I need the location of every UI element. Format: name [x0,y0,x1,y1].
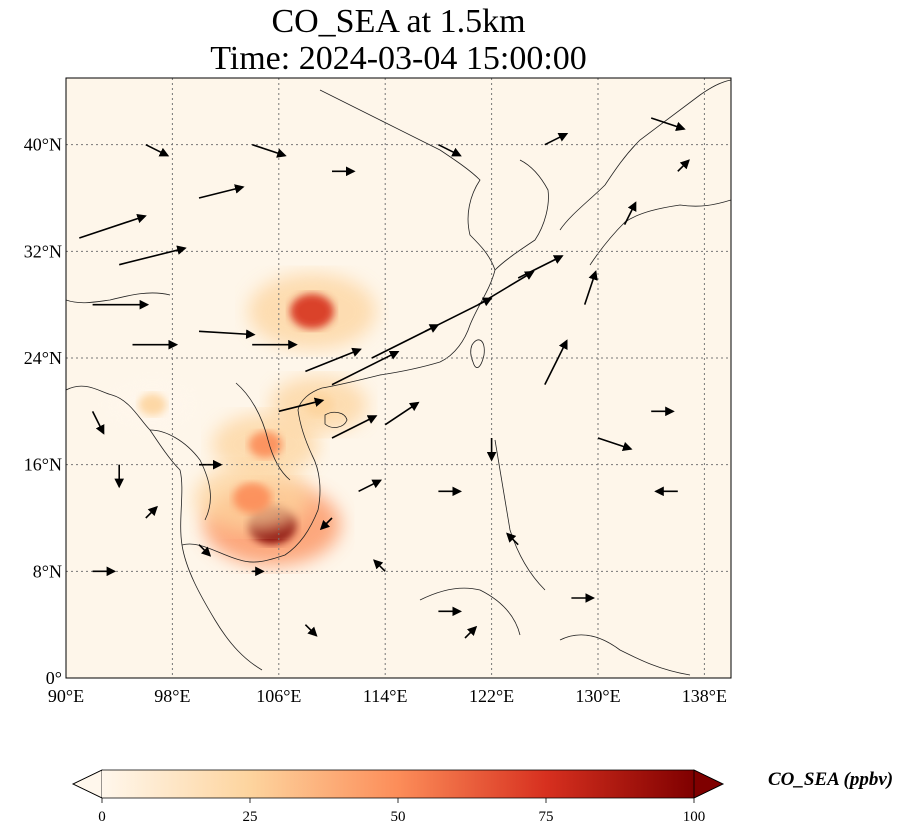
lat-tick-label: 8°N [33,561,62,581]
map-background [66,78,731,678]
wind-arrow [79,213,147,239]
wind-arrow [677,159,690,172]
wind-arrow [251,143,287,158]
wind-arrow [506,532,519,546]
wind-arrow [91,410,105,435]
lat-tick-label: 24°N [24,348,62,368]
co-concentration-field [104,273,377,566]
wind-arrow [623,201,637,226]
colorbar-tick-label: 25 [243,809,258,825]
axis-ticks: 90°E 98°E 106°E 114°E 122°E 130°E 138°E 0° 8°N 16… [24,135,727,706]
lon-tick-label: 114°E [363,686,408,706]
wind-arrow [597,437,633,452]
wind-arrow [464,625,478,639]
wind-arrow [373,559,386,572]
wind-arrow [304,624,318,637]
wind-arrow [198,184,245,199]
wind-arrow [517,255,564,279]
wind-arrow [477,270,535,306]
wind-arrow [119,245,187,266]
lat-tick-label: 0° [46,668,62,688]
co-hotspot [233,482,272,514]
wind-arrow [358,479,383,493]
lat-tick-label: 40°N [24,135,62,155]
wind-arrow [544,339,568,386]
co-hotspot [290,293,335,329]
lat-tick-label: 32°N [24,241,62,261]
lon-tick-label: 138°E [682,686,727,706]
wind-arrow [319,517,333,531]
wind-arrow [331,350,400,386]
lon-tick-label: 106°E [256,686,301,706]
colorbar-tick-label: 0 [98,809,106,825]
co-hotspot [138,393,167,416]
colorbar-tick-label: 50 [391,809,406,825]
wind-arrow [650,117,686,132]
co-hotspot [248,431,283,459]
colorbar-extend-low [72,769,103,799]
wind-arrow [384,401,420,426]
chart-title-line-1: CO_SEA at 1.5km [271,3,526,40]
colorbar-extend-high [693,769,724,799]
lon-tick-label: 122°E [469,686,514,706]
lon-tick-label: 130°E [575,686,620,706]
colorbar-tick-label: 100 [683,809,706,825]
wind-arrow [145,505,158,519]
coastlines [66,79,731,676]
chart-title-line-2: Time: 2024-03-04 15:00:00 [210,40,587,77]
lon-tick-label: 90°E [48,686,84,706]
lat-lon-gridlines [66,78,731,678]
colorbar-label: CO_SEA (ppbv) [768,769,894,790]
wind-arrow [198,544,212,557]
wind-arrow [331,415,378,439]
wind-arrow [198,329,256,339]
wind-arrow [544,132,569,146]
plot-frame [65,77,732,679]
wind-arrow [145,143,170,157]
wind-arrow [305,347,362,373]
wind-arrow [438,143,462,157]
lat-tick-label: 16°N [24,455,62,475]
colorbar-tick-label: 75 [539,809,554,825]
wind-arrow [278,397,325,413]
wind-arrow [583,270,598,305]
wind-vectors [79,117,690,639]
colorbar-gradient [102,770,694,798]
lon-tick-label: 98°E [154,686,190,706]
colorbar: 0 25 50 75 100 [72,769,724,825]
